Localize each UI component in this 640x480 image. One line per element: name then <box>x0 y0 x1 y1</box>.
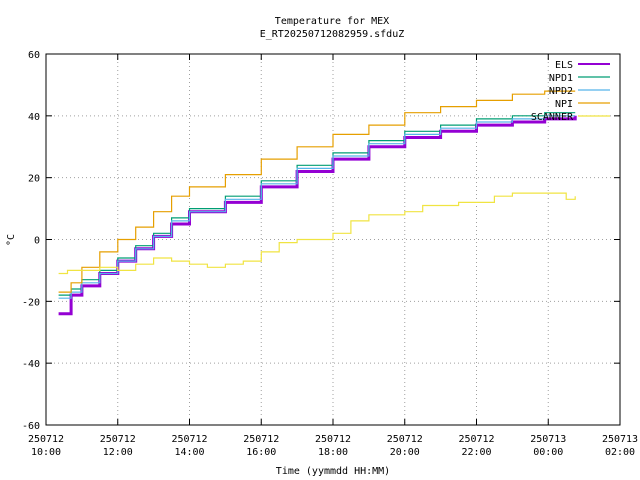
x-tick-time-label: 18:00 <box>318 447 348 458</box>
series-line-npd2 <box>58 115 576 299</box>
legend: ELS NPD1 NPD2 NPI SCANNER <box>531 60 610 123</box>
x-tick-date-label: 250712 <box>458 434 494 445</box>
x-tick-time-label: 14:00 <box>174 447 204 458</box>
series-line-npi <box>58 90 576 293</box>
x-tick-time-label: 22:00 <box>461 447 491 458</box>
x-tick-time-label: 20:00 <box>390 447 420 458</box>
axis-ticks: -60 -40 -20 0 20 40 60 250712 10:00 250712 12:00 25… <box>22 50 638 458</box>
x-tick-time-label: 00:00 <box>533 447 563 458</box>
y-tick-label: -40 <box>22 359 40 370</box>
y-tick-label: -60 <box>22 421 40 432</box>
x-tick-date-label: 250712 <box>315 434 351 445</box>
y-axis-label: °C <box>6 234 17 246</box>
x-tick-time-label: 02:00 <box>605 447 635 458</box>
series-lines <box>58 90 577 316</box>
x-tick-date-label: 250712 <box>171 434 207 445</box>
series-line-scanner <box>58 192 576 275</box>
y-tick-label: 0 <box>34 236 40 247</box>
legend-label-npd2: NPD2 <box>549 86 573 97</box>
y-tick-label: 40 <box>28 112 40 123</box>
x-tick-date-label: 250713 <box>602 434 638 445</box>
legend-label-npd1: NPD1 <box>549 73 573 84</box>
y-tick-label: -20 <box>22 297 40 308</box>
y-tick-label: 20 <box>28 174 40 185</box>
x-tick-date-label: 250712 <box>28 434 64 445</box>
x-tick-time-label: 16:00 <box>246 447 276 458</box>
x-tick-date-label: 250712 <box>243 434 279 445</box>
x-axis-label: Time (yymmdd HH:MM) <box>276 466 390 477</box>
x-tick-time-label: 10:00 <box>31 447 61 458</box>
x-tick-date-label: 250712 <box>387 434 423 445</box>
legend-label-scanner: SCANNER <box>531 112 574 123</box>
chart-title: Temperature for MEX <box>275 16 389 27</box>
x-tick-date-label: 250713 <box>530 434 566 445</box>
legend-label-npi: NPI <box>555 99 573 110</box>
chart-subtitle: E_RT20250712082959.sfduZ <box>260 29 405 40</box>
x-tick-date-label: 250712 <box>100 434 136 445</box>
y-tick-label: 60 <box>28 50 40 61</box>
x-tick-time-label: 12:00 <box>103 447 133 458</box>
legend-label-els: ELS <box>555 60 573 71</box>
series-line-npd1 <box>58 112 576 296</box>
